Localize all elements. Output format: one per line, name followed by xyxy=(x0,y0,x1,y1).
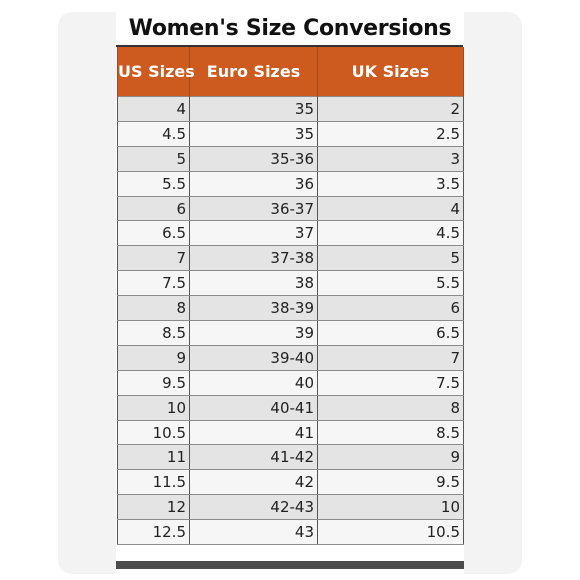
header-uk-sizes: UK Sizes xyxy=(317,47,464,97)
table-row: 12.5 43 10.5 xyxy=(117,519,464,546)
cell-us-size: 9 xyxy=(117,344,190,371)
cell-us-size: 10.5 xyxy=(117,419,190,446)
table-row: 5 35-36 3 xyxy=(117,145,464,172)
cell-euro-size: 37-38 xyxy=(189,245,318,272)
cell-us-size: 12.5 xyxy=(117,519,190,546)
cell-us-size: 6.5 xyxy=(117,220,190,247)
table-row: 9 39-40 7 xyxy=(117,344,464,371)
table-row: 4 35 2 xyxy=(117,96,464,122)
table-row: 5.5 36 3.5 xyxy=(117,170,464,197)
cell-us-size: 4 xyxy=(117,96,190,122)
cell-uk-size: 3 xyxy=(317,145,464,172)
cell-uk-size: 8 xyxy=(317,394,464,421)
table-row: 6 36-37 4 xyxy=(117,195,464,222)
cell-uk-size: 9.5 xyxy=(317,469,464,496)
cell-uk-size: 2.5 xyxy=(317,120,464,147)
cell-euro-size: 43 xyxy=(189,519,318,546)
cell-uk-size: 5 xyxy=(317,245,464,272)
cell-uk-size: 4.5 xyxy=(317,220,464,247)
cell-euro-size: 42-43 xyxy=(189,494,318,521)
cell-euro-size: 41 xyxy=(189,419,318,446)
table-row: 8 38-39 6 xyxy=(117,295,464,322)
cell-uk-size: 9 xyxy=(317,444,464,471)
cell-euro-size: 41-42 xyxy=(189,444,318,471)
size-conversion-table: US Sizes Euro Sizes UK Sizes 4 35 2 4.5 35 2.… xyxy=(117,47,464,546)
cell-euro-size: 37 xyxy=(189,220,318,247)
cell-uk-size: 6.5 xyxy=(317,320,464,346)
table-header-row: US Sizes Euro Sizes UK Sizes xyxy=(117,47,464,97)
cell-uk-size: 2 xyxy=(317,96,464,122)
table-row: 9.5 40 7.5 xyxy=(117,369,464,396)
cell-euro-size: 36-37 xyxy=(189,195,318,222)
cell-euro-size: 42 xyxy=(189,469,318,496)
table-row: 4.5 35 2.5 xyxy=(117,120,464,147)
header-us-sizes: US Sizes xyxy=(117,47,195,97)
table-row: 12 42-43 10 xyxy=(117,494,464,521)
chart-title: Women's Size Conversions xyxy=(128,16,452,41)
cell-us-size: 8.5 xyxy=(117,320,190,346)
cell-us-size: 9.5 xyxy=(117,369,190,396)
table-row: 7.5 38 5.5 xyxy=(117,270,464,297)
cell-euro-size: 35 xyxy=(189,96,318,122)
bottom-border-bar xyxy=(116,561,464,569)
cell-euro-size: 36 xyxy=(189,170,318,197)
cell-uk-size: 4 xyxy=(317,195,464,222)
cell-uk-size: 7 xyxy=(317,344,464,371)
cell-uk-size: 7.5 xyxy=(317,369,464,396)
cell-us-size: 6 xyxy=(117,195,190,222)
cell-us-size: 12 xyxy=(117,494,190,521)
cell-euro-size: 35-36 xyxy=(189,145,318,172)
cell-us-size: 11.5 xyxy=(117,469,190,496)
cell-euro-size: 35 xyxy=(189,120,318,147)
cell-us-size: 10 xyxy=(117,394,190,421)
cell-us-size: 4.5 xyxy=(117,120,190,147)
table-row: 11.5 42 9.5 xyxy=(117,469,464,496)
title-divider xyxy=(116,45,463,47)
cell-us-size: 5 xyxy=(117,145,190,172)
cell-euro-size: 39-40 xyxy=(189,344,318,371)
cell-euro-size: 40 xyxy=(189,369,318,396)
header-euro-sizes: Euro Sizes xyxy=(189,47,318,97)
table-row: 10.5 41 8.5 xyxy=(117,419,464,446)
cell-uk-size: 6 xyxy=(317,295,464,322)
cell-euro-size: 39 xyxy=(189,320,318,346)
cell-uk-size: 8.5 xyxy=(317,419,464,446)
table-row: 10 40-41 8 xyxy=(117,394,464,421)
cell-uk-size: 10 xyxy=(317,494,464,521)
cell-uk-size: 3.5 xyxy=(317,170,464,197)
cell-uk-size: 5.5 xyxy=(317,270,464,297)
cell-us-size: 7.5 xyxy=(117,270,190,297)
cell-uk-size: 10.5 xyxy=(317,519,464,546)
cell-euro-size: 38 xyxy=(189,270,318,297)
table-row: 11 41-42 9 xyxy=(117,444,464,471)
table-body: 4 35 2 4.5 35 2.5 5 35-36 3 5.5 36 3.5 6 36-37 4 6.5 37 4… xyxy=(117,96,464,546)
cell-euro-size: 40-41 xyxy=(189,394,318,421)
cell-us-size: 7 xyxy=(117,245,190,272)
table-row: 8.5 39 6.5 xyxy=(117,320,464,346)
cell-us-size: 11 xyxy=(117,444,190,471)
cell-us-size: 8 xyxy=(117,295,190,322)
cell-euro-size: 38-39 xyxy=(189,295,318,322)
table-row: 6.5 37 4.5 xyxy=(117,220,464,247)
cell-us-size: 5.5 xyxy=(117,170,190,197)
table-row: 7 37-38 5 xyxy=(117,245,464,272)
